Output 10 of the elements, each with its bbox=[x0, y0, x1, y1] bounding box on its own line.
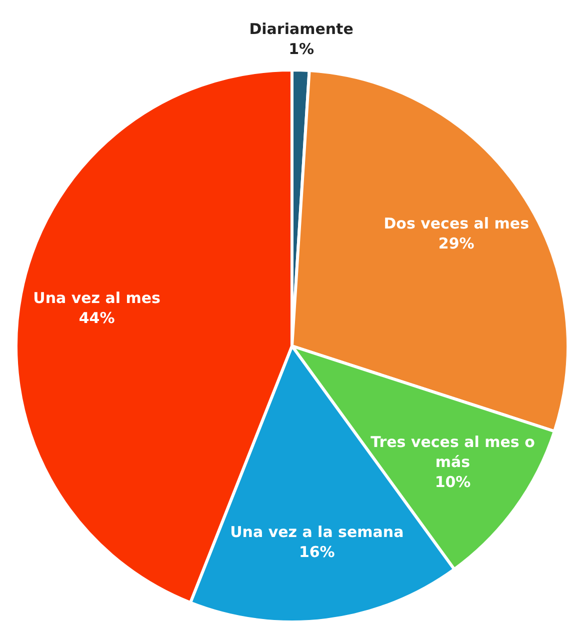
slice-label: Dos veces al mes bbox=[384, 214, 530, 232]
slice-label: Diariamente bbox=[249, 20, 354, 38]
data-label: 44% bbox=[78, 308, 115, 327]
slice-label: Tres veces al mes o más bbox=[370, 432, 535, 471]
data-label: 29% bbox=[438, 234, 474, 252]
data-label: 10% bbox=[434, 472, 471, 491]
data-label: 16% bbox=[298, 543, 335, 562]
slice-label: Una vez a la semana bbox=[230, 523, 404, 542]
slice-label: Una vez al mes bbox=[33, 288, 161, 307]
data-label: 1% bbox=[288, 40, 314, 58]
